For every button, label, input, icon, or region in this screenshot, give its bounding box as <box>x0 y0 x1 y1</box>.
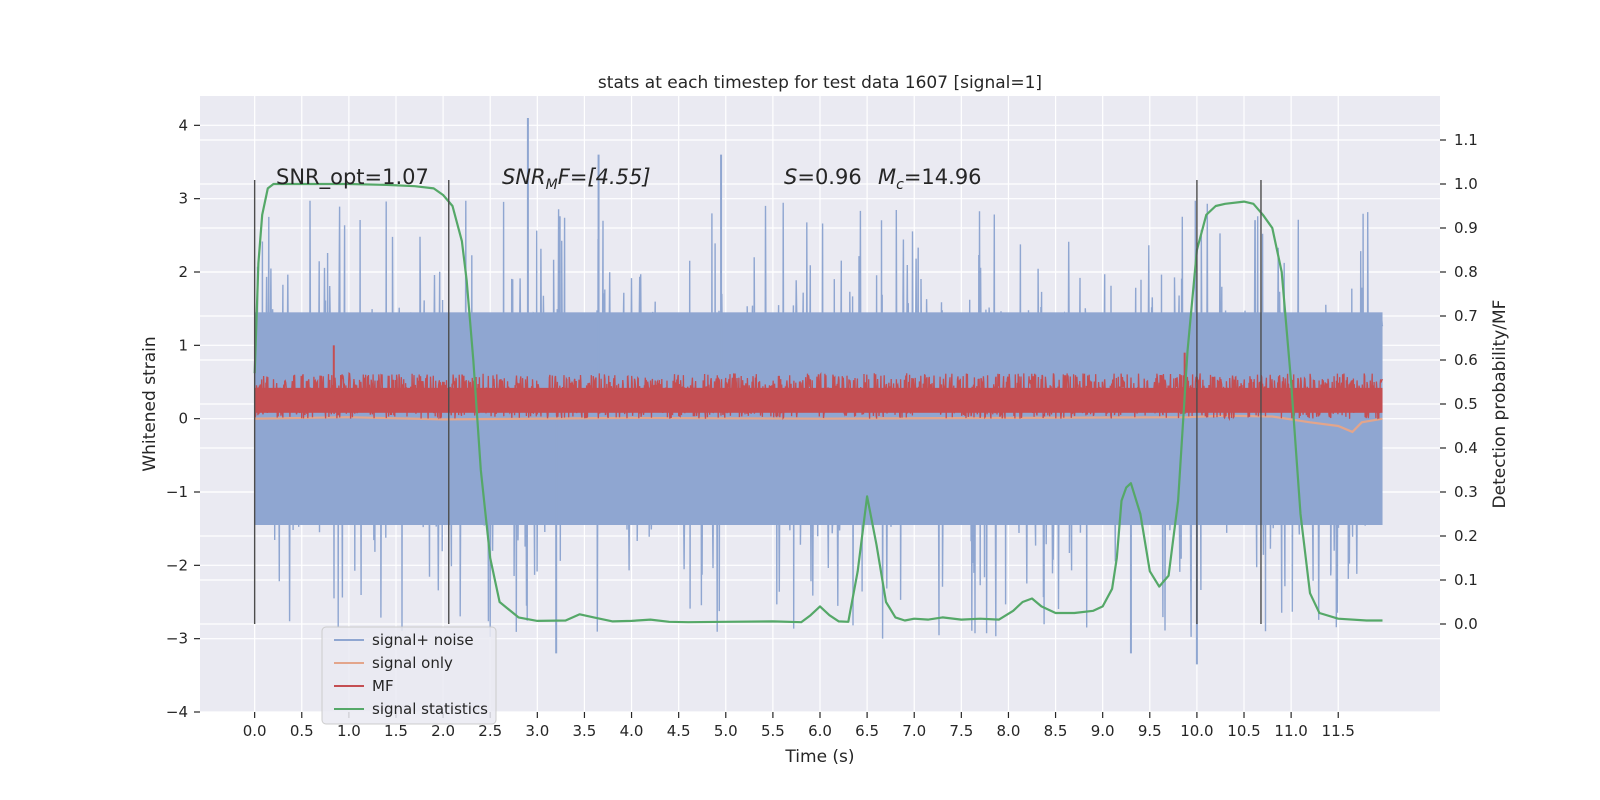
y-axis-ticks: −4 −3 −2 −1 0 1 2 3 4 <box>166 116 200 721</box>
x-tick-label: 11.0 <box>1274 722 1307 740</box>
x-tick-label: 10.0 <box>1180 722 1213 740</box>
chart-title: stats at each timestep for test data 160… <box>598 73 1042 93</box>
mc-annotation: Mc=14.96 <box>878 165 982 193</box>
x-tick-label: 8.0 <box>997 722 1021 740</box>
mc-value: =14.96 <box>904 165 982 189</box>
y-right-tick-label: 1.1 <box>1454 131 1478 149</box>
y-right-axis-ticks: 0.0 0.1 0.2 0.3 0.4 0.5 0.6 0.7 0.8 0.9 1.0 1.1 <box>1440 131 1478 633</box>
x-tick-label: 1.5 <box>384 722 408 740</box>
y-tick-label: 4 <box>178 116 188 134</box>
series-signal-statistics <box>253 182 1383 624</box>
s-annotation: S=0.96 <box>784 165 862 189</box>
y-right-tick-label: 0.4 <box>1454 439 1478 457</box>
y-right-tick-label: 0.3 <box>1454 483 1478 501</box>
y-tick-label: 0 <box>178 410 188 428</box>
x-tick-label: 6.5 <box>855 722 879 740</box>
y-tick-label: 1 <box>178 336 188 354</box>
vline-layer <box>253 180 1262 624</box>
x-tick-label: 11.5 <box>1322 722 1355 740</box>
snr-mf-f: F=[4.55] <box>558 165 651 189</box>
legend-box <box>321 626 497 725</box>
y-tick-label: 3 <box>178 190 188 208</box>
x-tick-label: 8.5 <box>1044 722 1068 740</box>
s-value: =0.96 <box>797 165 861 189</box>
x-axis-label: Time (s) <box>784 747 854 767</box>
x-tick-label: 6.0 <box>808 722 832 740</box>
x-tick-label: 7.0 <box>902 722 926 740</box>
x-tick-label: 0.5 <box>290 722 314 740</box>
legend: signal+ noise signal only MF signal stat… <box>321 626 497 725</box>
y-right-tick-label: 0.9 <box>1454 219 1478 237</box>
x-tick-label: 5.5 <box>761 722 785 740</box>
y-right-tick-label: 0.1 <box>1454 571 1478 589</box>
x-tick-label: 2.0 <box>431 722 455 740</box>
legend-label-mf: MF <box>372 677 394 695</box>
x-tick-label: 2.5 <box>478 722 502 740</box>
x-tick-label: 7.5 <box>949 722 973 740</box>
x-tick-label: 4.5 <box>667 722 691 740</box>
legend-label-signal-noise: signal+ noise <box>372 631 474 649</box>
y-tick-label: 2 <box>178 263 188 281</box>
y-tick-label: −2 <box>166 556 188 574</box>
snr-mf-annotation: SNRMF=[4.55] <box>502 165 651 193</box>
y-right-tick-label: 0.8 <box>1454 263 1478 281</box>
series-layer <box>253 118 1384 665</box>
x-tick-label: 3.5 <box>573 722 597 740</box>
x-tick-label: 4.0 <box>620 722 644 740</box>
x-tick-label: 3.0 <box>525 722 549 740</box>
x-tick-label: 5.0 <box>714 722 738 740</box>
x-tick-label: 10.5 <box>1227 722 1260 740</box>
x-tick-label: 9.0 <box>1091 722 1115 740</box>
mc-symbol: M <box>878 165 896 189</box>
y-tick-label: −3 <box>166 630 188 648</box>
y-right-tick-label: 0.2 <box>1454 527 1478 545</box>
y-right-tick-label: 0.0 <box>1454 615 1478 633</box>
x-tick-label: 1.0 <box>337 722 361 740</box>
s-symbol: S <box>784 165 797 189</box>
y-tick-label: −1 <box>166 483 188 501</box>
y-right-tick-label: 0.5 <box>1454 395 1478 413</box>
y-tick-label: −4 <box>166 703 188 721</box>
mc-subscript: c <box>896 177 904 193</box>
y-right-axis-label: Detection probability/MF <box>1490 300 1510 509</box>
x-axis-ticks: 0.0 0.5 1.0 1.5 2.0 2.5 3.0 3.5 4.0 4.5 5.0 5.5 6.0 6… <box>243 712 1355 740</box>
y-axis-label: Whitened strain <box>140 336 160 471</box>
snr-opt-annotation: SNR_opt=1.07 <box>276 165 429 190</box>
y-right-tick-label: 0.7 <box>1454 307 1478 325</box>
snr-mf-main: SNR <box>502 165 546 189</box>
legend-label-signal-only: signal only <box>372 654 453 672</box>
x-tick-label: 9.5 <box>1138 722 1162 740</box>
y-right-tick-label: 0.6 <box>1454 351 1478 369</box>
snr-mf-subscript: M <box>546 177 558 193</box>
legend-label-signal-statistics: signal statistics <box>372 700 488 718</box>
x-tick-label: 0.0 <box>243 722 267 740</box>
series-mf-core <box>254 387 1383 413</box>
y-right-tick-label: 1.0 <box>1454 175 1478 193</box>
